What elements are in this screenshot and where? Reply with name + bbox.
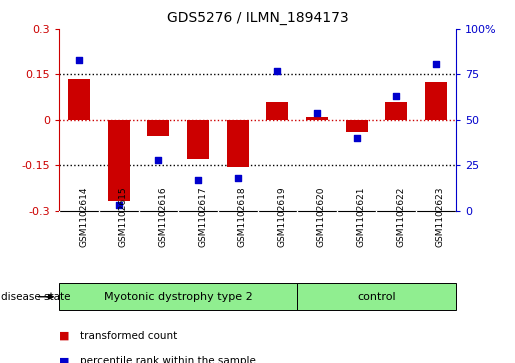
Bar [385, 102, 407, 120]
Text: GSM1102614: GSM1102614 [79, 186, 88, 246]
Bar [346, 120, 368, 132]
Title: GDS5276 / ILMN_1894173: GDS5276 / ILMN_1894173 [167, 11, 348, 25]
Text: GSM1102621: GSM1102621 [356, 186, 366, 246]
Bar [147, 120, 169, 136]
Point [75, 57, 83, 63]
Point [432, 61, 440, 66]
Point [233, 175, 242, 181]
Bar [266, 102, 288, 120]
Text: Myotonic dystrophy type 2: Myotonic dystrophy type 2 [104, 292, 252, 302]
Point [114, 202, 123, 208]
Text: ■: ■ [59, 331, 70, 341]
Bar [187, 120, 209, 159]
Bar [425, 82, 447, 120]
Bar [297, 283, 456, 310]
Point [154, 157, 162, 163]
Point [352, 135, 360, 141]
Text: GSM1102617: GSM1102617 [198, 186, 207, 247]
Bar [227, 120, 249, 167]
Text: disease state: disease state [1, 292, 70, 302]
Point [194, 177, 202, 183]
Text: GSM1102619: GSM1102619 [277, 186, 286, 247]
Point [273, 68, 281, 74]
Text: GSM1102616: GSM1102616 [159, 186, 167, 247]
Bar [108, 120, 130, 201]
Text: percentile rank within the sample: percentile rank within the sample [80, 356, 256, 363]
Text: GSM1102620: GSM1102620 [317, 186, 326, 246]
Text: GSM1102618: GSM1102618 [238, 186, 247, 247]
Bar [59, 283, 297, 310]
Text: transformed count: transformed count [80, 331, 177, 341]
Text: GSM1102615: GSM1102615 [118, 186, 128, 247]
Point [392, 93, 401, 99]
Text: GSM1102622: GSM1102622 [397, 186, 405, 246]
Bar [68, 79, 90, 120]
Text: ■: ■ [59, 356, 70, 363]
Text: GSM1102623: GSM1102623 [436, 186, 445, 246]
Bar [306, 117, 328, 120]
Text: control: control [357, 292, 396, 302]
Point [313, 110, 321, 115]
